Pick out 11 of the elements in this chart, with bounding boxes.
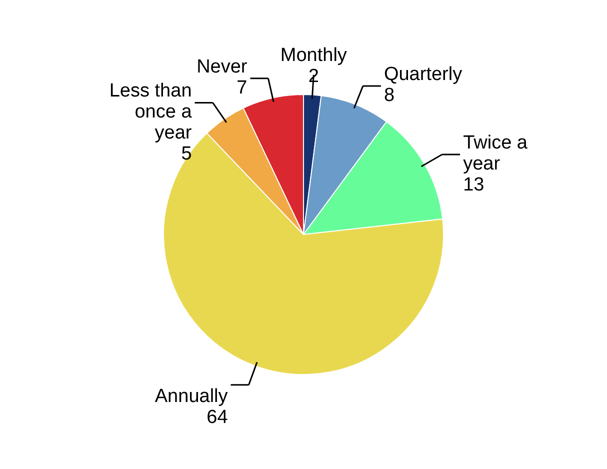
- slice-label: Annually: [154, 386, 228, 407]
- data-label: 5: [181, 144, 192, 165]
- slice-label: Quarterly: [384, 64, 463, 85]
- slice-label: Never: [196, 56, 248, 78]
- slice-label: Less than once a year: [109, 80, 192, 144]
- slice-label: Monthly: [280, 44, 348, 66]
- data-label: 7: [236, 77, 248, 98]
- data-label: 8: [384, 84, 395, 106]
- slice-label: Twice a year: [463, 132, 528, 174]
- data-label: 13: [463, 174, 484, 196]
- data-label: 64: [206, 406, 228, 428]
